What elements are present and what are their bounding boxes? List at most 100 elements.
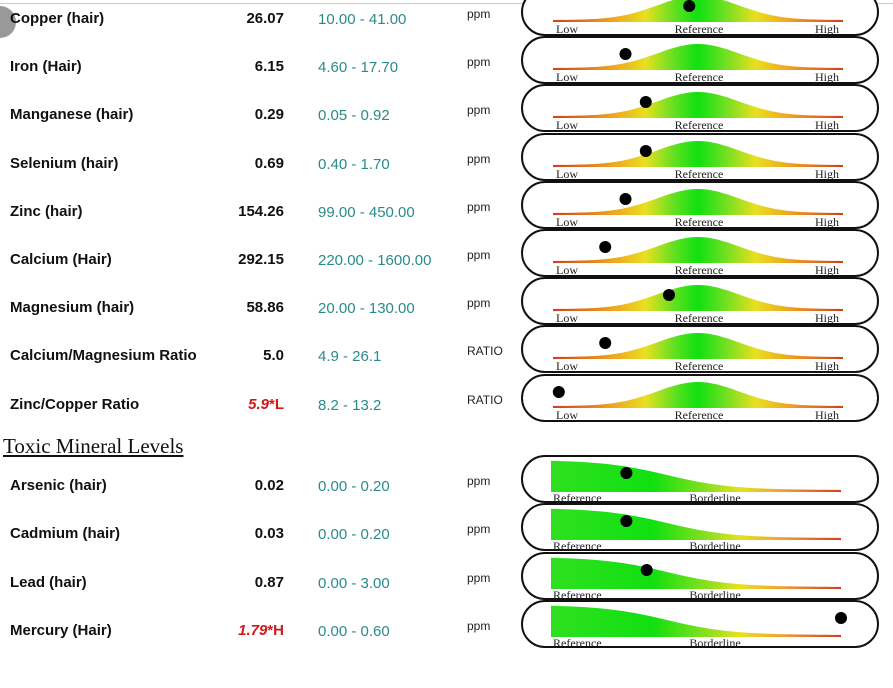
gauge-label-reference: Reference xyxy=(553,491,602,501)
result-marker xyxy=(639,144,652,157)
unit: ppm xyxy=(467,103,491,118)
result-marker xyxy=(599,241,612,253)
toxic-gauge: Reference Borderline xyxy=(521,503,879,552)
result-row: Copper (hair) 26.07 10.00 - 41.00 ppm Low… xyxy=(0,0,893,58)
gauge-label-high: High xyxy=(815,70,839,82)
element-name: Cadmium (hair) xyxy=(10,525,121,543)
gauge-label-high: High xyxy=(815,118,839,130)
result-number: 292.15 xyxy=(238,251,284,268)
result-row: Calcium (Hair) 292.15 220.00 - 1600.00 p… xyxy=(0,229,893,299)
gauge-label-reference: Reference xyxy=(675,167,724,179)
result-number: 0.29 xyxy=(254,106,284,124)
gauge-label-low: Low xyxy=(556,359,578,371)
reference-range: 8.2 - 13.2 xyxy=(318,396,382,414)
gauge-label-high: High xyxy=(815,263,839,275)
reference-range: 4.60 - 17.70 xyxy=(318,59,399,77)
gauge-label-reference: Reference xyxy=(553,588,602,598)
gauge-label-reference: Reference xyxy=(675,22,724,34)
gauge-label-high: High xyxy=(815,408,839,420)
result-number: 58.86 xyxy=(246,299,284,317)
gauge-label-low: Low xyxy=(556,70,578,82)
result-number: 5.0 xyxy=(263,347,284,365)
element-name: Manganese (hair) xyxy=(10,106,134,124)
toxic-gauge: Reference Borderline xyxy=(521,551,879,600)
unit: ppm xyxy=(467,55,491,70)
result-value: 0.87 xyxy=(255,574,284,592)
result-number: 0.03 xyxy=(254,525,284,543)
gauge-label-low: Low xyxy=(556,22,578,34)
element-name: Selenium (hair) xyxy=(10,154,119,172)
unit: RATIO xyxy=(467,344,503,359)
reference-gauge: Low Reference High xyxy=(521,229,879,277)
gauge-label-low: Low xyxy=(556,118,578,130)
result-marker xyxy=(619,192,632,205)
result-marker xyxy=(552,385,565,398)
gauge-label-reference: Reference xyxy=(675,263,724,275)
reference-gauge: Low Reference High xyxy=(521,0,879,36)
top-divider xyxy=(0,3,893,4)
element-name: Mercury (Hair) xyxy=(10,621,112,639)
result-row: Lead (hair) 0.87 0.00 - 3.00 ppm Referenc… xyxy=(0,551,893,622)
reference-range: 0.05 - 0.92 xyxy=(318,107,390,125)
result-value: 58.86 xyxy=(246,299,284,317)
result-number: 1.79 xyxy=(238,621,268,639)
unit: RATIO xyxy=(467,392,503,407)
result-value: 5.0 xyxy=(263,347,284,365)
result-value: 154.26 xyxy=(238,203,284,221)
element-name: Zinc (hair) xyxy=(10,202,83,220)
distribution-curve xyxy=(551,509,841,541)
distribution-curve xyxy=(553,92,843,119)
distribution-curve xyxy=(553,285,843,312)
toxic-gauge: Reference Borderline xyxy=(521,455,879,503)
gauge-label-reference: Reference xyxy=(675,408,724,420)
unit: ppm xyxy=(467,248,491,262)
result-number: 0.87 xyxy=(254,573,284,591)
distribution-curve xyxy=(553,0,843,22)
result-row: Arsenic (hair) 0.02 0.00 - 0.20 ppm Refer… xyxy=(0,455,893,525)
gauge-label-borderline: Borderline xyxy=(689,588,740,598)
gauge-label-high: High xyxy=(815,215,839,227)
gauge-label-high: High xyxy=(815,311,839,323)
result-row: Zinc (hair) 154.26 99.00 - 450.00 ppm Low… xyxy=(0,180,893,251)
toxic-section-heading: Toxic Mineral Levels xyxy=(3,434,184,458)
reference-range: 0.00 - 0.20 xyxy=(318,478,390,495)
result-marker xyxy=(663,289,675,302)
gauge-label-reference: Reference xyxy=(675,359,724,371)
gauge-label-low: Low xyxy=(556,263,578,275)
result-marker xyxy=(620,467,633,479)
result-value: 0.29 xyxy=(255,106,284,124)
gauge-label-reference: Reference xyxy=(553,539,602,549)
reference-range: 4.9 - 26.1 xyxy=(318,348,382,366)
reference-gauge: Low Reference High xyxy=(521,180,879,229)
gauge-label-high: High xyxy=(815,22,839,34)
result-marker xyxy=(639,96,652,109)
reference-gauge: Low Reference High xyxy=(521,132,879,181)
result-marker xyxy=(835,611,847,624)
result-row: Manganese (hair) 0.29 0.05 - 0.92 ppm Low… xyxy=(0,84,893,154)
gauge-label-borderline: Borderline xyxy=(689,539,740,549)
unit: ppm xyxy=(467,199,491,214)
element-name: Zinc/Copper Ratio xyxy=(10,395,140,413)
result-value: 292.15 xyxy=(238,251,284,269)
reference-range: 0.40 - 1.70 xyxy=(318,155,390,173)
scroll-indicator[interactable] xyxy=(0,6,16,38)
distribution-curve xyxy=(551,605,841,637)
element-name: Lead (hair) xyxy=(10,573,87,591)
element-name: Magnesium (hair) xyxy=(10,299,135,317)
gauge-label-reference: Reference xyxy=(675,215,724,227)
element-name: Iron (Hair) xyxy=(10,58,82,76)
result-marker xyxy=(620,515,633,528)
result-value: 26.07 xyxy=(246,10,284,28)
unit: ppm xyxy=(467,474,491,488)
unit: ppm xyxy=(467,296,491,311)
reference-range: 10.00 - 41.00 xyxy=(318,11,407,28)
reference-range: 220.00 - 1600.00 xyxy=(318,252,432,269)
result-value: 5.9*L xyxy=(248,396,284,414)
distribution-curve xyxy=(551,460,841,492)
result-row: Mercury (Hair) 1.79*H 0.00 - 0.60 ppm Ref… xyxy=(0,599,893,670)
reference-gauge: Low Reference High xyxy=(521,325,879,374)
reference-range: 0.00 - 0.20 xyxy=(318,526,390,544)
distribution-curve xyxy=(553,333,843,360)
distribution-curve xyxy=(553,381,843,408)
result-row: Selenium (hair) 0.69 0.40 - 1.70 ppm Low R… xyxy=(0,132,893,203)
